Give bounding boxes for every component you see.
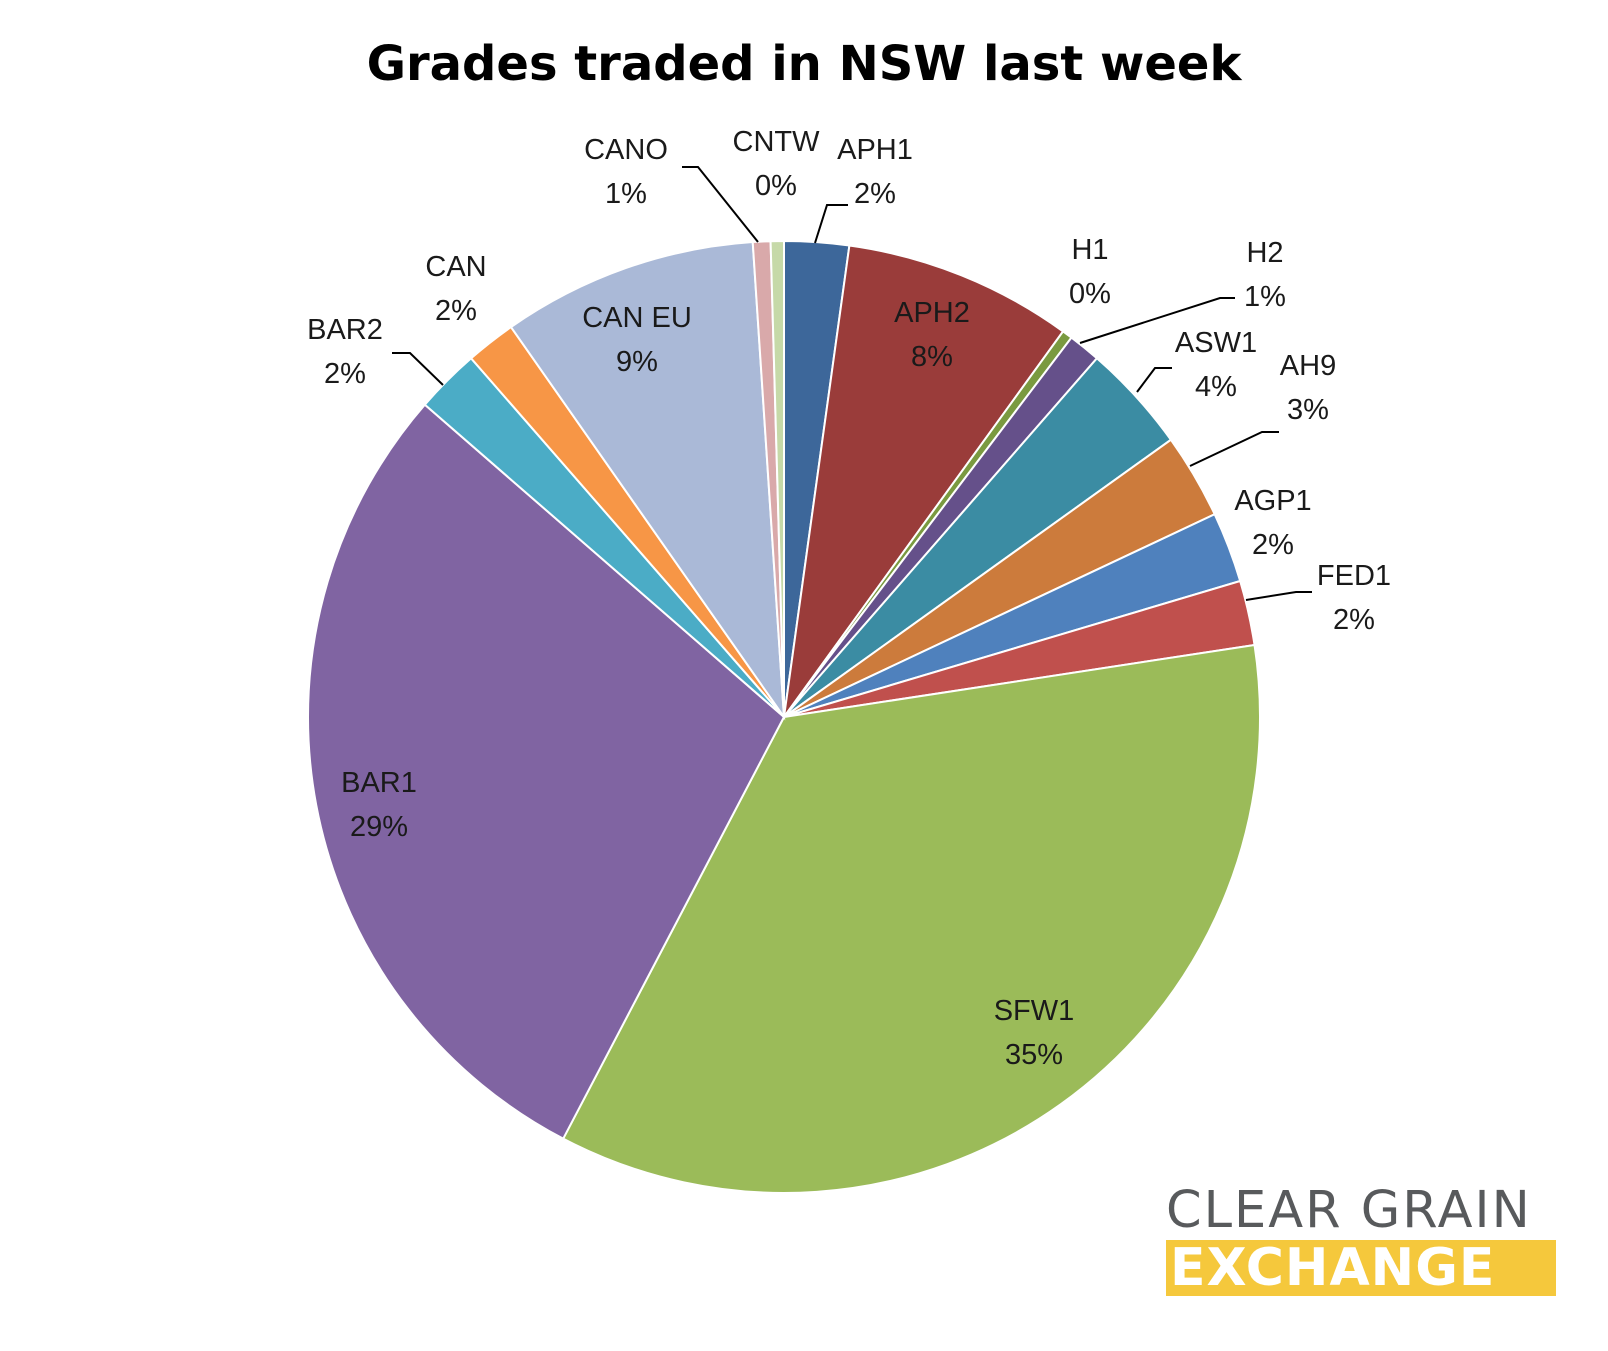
slice-label-aph1: APH1 2%: [837, 134, 913, 210]
leader-line-h2: [1079, 297, 1235, 344]
slice-label-asw1: ASW1 4%: [1175, 327, 1257, 403]
logo-line-2: EXCHANGE: [1166, 1240, 1556, 1296]
pie-slices: [307, 239, 1262, 1194]
slice-label-can-eu: CAN EU 9%: [582, 302, 692, 378]
pie-slice-aph2: [783, 244, 1065, 718]
leader-lines: [392, 166, 1312, 601]
pie-slice-cntw: [769, 239, 785, 718]
slice-label-sfw1: SFW1 35%: [994, 995, 1075, 1071]
leader-line-asw1: [1136, 367, 1172, 393]
leader-line-bar2: [392, 352, 444, 386]
leader-line-cano: [682, 166, 759, 243]
slice-label-bar1: BAR1 29%: [341, 767, 417, 843]
leader-line-ah9: [1189, 431, 1279, 467]
slice-label-aph2: APH2 8%: [894, 297, 970, 373]
pie-slice-sfw1: [561, 643, 1262, 1194]
slice-label-h1: H1 0%: [1069, 234, 1111, 310]
slice-label-cano: CANO 1%: [584, 134, 668, 210]
slice-label-fed1: FED1 2%: [1317, 560, 1391, 636]
logo-line-1: CLEAR GRAIN: [1166, 1181, 1532, 1240]
slice-label-ah9: AH9 3%: [1280, 350, 1336, 426]
slice-label-agp1: AGP1 2%: [1234, 485, 1311, 561]
slice-label-bar2: BAR2 2%: [307, 314, 383, 390]
slice-label-h2: H2 1%: [1244, 237, 1286, 313]
slice-label-can: CAN 2%: [425, 251, 486, 327]
slice-labels: APH1 2% APH2 8% H1 0% H2 1% ASW1 4% AH9 3% AGP1 2%FED…: [307, 126, 1391, 1071]
chart-title: Grades traded in NSW last week: [366, 36, 1242, 92]
pie-slice-can-eu: [509, 240, 786, 721]
pie-slice-bar1: [307, 403, 786, 1141]
clear-grain-exchange-logo: CLEAR GRAIN EXCHANGE: [1166, 1185, 1556, 1296]
slice-label-cntw: CNTW 0%: [733, 126, 821, 202]
leader-line-fed1: [1245, 591, 1312, 601]
leader-line-aph1: [814, 204, 848, 244]
